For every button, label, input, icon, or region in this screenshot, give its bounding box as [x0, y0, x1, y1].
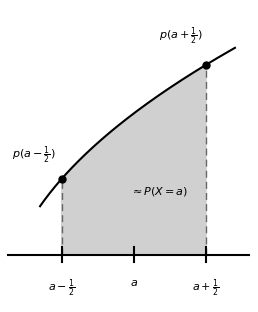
Text: $a$: $a$: [130, 278, 138, 288]
Polygon shape: [62, 65, 206, 255]
Text: $a - \frac{1}{2}$: $a - \frac{1}{2}$: [48, 278, 75, 299]
Text: $a + \frac{1}{2}$: $a + \frac{1}{2}$: [192, 278, 220, 299]
Text: $p(a + \frac{1}{2})$: $p(a + \frac{1}{2})$: [159, 26, 203, 47]
Text: $p(a - \frac{1}{2})$: $p(a - \frac{1}{2})$: [12, 145, 56, 166]
Text: $\approx P(X = a)$: $\approx P(X = a)$: [130, 185, 188, 198]
